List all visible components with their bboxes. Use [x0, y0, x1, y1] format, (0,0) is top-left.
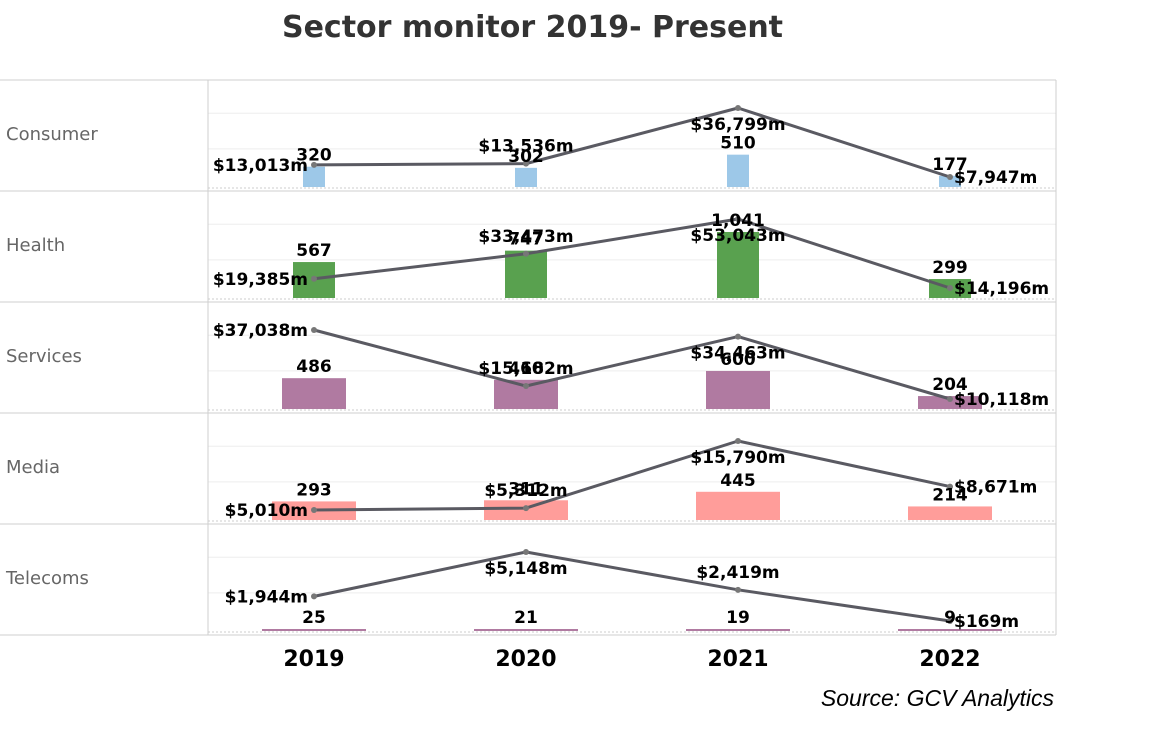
data-point	[523, 160, 529, 167]
bar-value-label: 25	[302, 608, 326, 628]
amount-label: $37,038m	[213, 321, 308, 341]
bar-value-label: 302	[508, 147, 544, 167]
bar-value-label: 204	[932, 375, 968, 395]
amount-label: $169m	[954, 612, 1019, 632]
amount-label: $36,799m	[690, 115, 785, 135]
data-point	[311, 593, 317, 600]
bar-value-label: 600	[720, 350, 756, 370]
data-point	[947, 396, 953, 402]
x-tick-label: 2019	[283, 647, 344, 672]
bar	[282, 378, 346, 409]
amount-label: $13,536m	[478, 137, 573, 157]
amount-label: $1,944m	[225, 587, 308, 607]
bar	[939, 175, 961, 187]
series-line	[313, 106, 951, 179]
series-line	[313, 217, 951, 290]
bar	[686, 629, 790, 631]
series-line	[313, 439, 951, 512]
bar-value-label: 510	[720, 134, 756, 154]
bar-value-label: 19	[726, 608, 750, 628]
amount-label: $13,013m	[213, 156, 308, 176]
bar-value-label: 9	[944, 608, 956, 628]
bar	[706, 370, 770, 409]
bar-value-label: 320	[296, 146, 332, 166]
amount-label: $53,043m	[690, 226, 785, 246]
bar	[717, 232, 759, 298]
data-point	[735, 105, 741, 111]
amount-label: $8,671m	[954, 478, 1037, 498]
bar-value-label: 299	[932, 258, 968, 278]
sector-label: Health	[6, 235, 65, 256]
data-point	[311, 327, 317, 333]
bar-value-label: 445	[720, 471, 756, 491]
data-point	[735, 586, 741, 593]
sector-label: Consumer	[6, 124, 98, 145]
bar-value-label: 293	[296, 480, 332, 500]
bar	[908, 506, 992, 520]
data-point	[947, 174, 953, 180]
data-point	[311, 161, 317, 168]
bar	[696, 491, 780, 520]
amount-label: $19,385m	[213, 270, 308, 290]
x-tick-label: 2021	[707, 647, 768, 672]
bar-value-label: 460	[508, 359, 544, 379]
amount-label: $15,182m	[478, 359, 573, 379]
data-point	[735, 216, 741, 222]
series-line	[313, 550, 951, 623]
data-point	[735, 333, 741, 340]
data-point	[947, 618, 953, 624]
bar	[515, 167, 537, 187]
amount-label: $14,196m	[954, 279, 1049, 299]
x-tick-label: 2020	[495, 647, 556, 672]
data-point	[523, 505, 529, 512]
amount-label: $5,010m	[225, 501, 308, 521]
bar-value-label: 21	[514, 608, 538, 628]
data-point	[311, 275, 317, 282]
data-point	[735, 438, 741, 444]
data-point	[947, 285, 953, 291]
amount-label: $10,118m	[954, 390, 1049, 410]
bar	[262, 629, 366, 631]
amount-label: $34,463m	[690, 344, 785, 364]
data-point	[523, 549, 529, 555]
bar	[474, 629, 578, 631]
amount-label: $5,312m	[484, 481, 567, 501]
bar	[727, 154, 749, 187]
data-point	[311, 507, 317, 513]
bar-value-label: 567	[296, 241, 332, 261]
amount-label: $5,148m	[484, 559, 567, 579]
sector-label: Telecoms	[5, 568, 89, 589]
data-point	[947, 483, 953, 490]
bar-value-label: 747	[508, 230, 544, 250]
data-point	[523, 383, 529, 390]
amount-label: $33,473m	[478, 227, 573, 247]
bar	[303, 166, 325, 187]
data-point	[523, 250, 529, 257]
bar	[898, 629, 1002, 631]
amount-label: $2,419m	[696, 563, 779, 583]
sector-label: Services	[6, 346, 82, 367]
x-tick-label: 2022	[919, 647, 980, 672]
bar-value-label: 486	[296, 357, 332, 377]
bar-value-label: 177	[932, 155, 968, 175]
bar	[505, 250, 547, 298]
bar-value-label: 214	[932, 485, 968, 505]
bar-value-label: 1,041	[711, 211, 765, 231]
series-line	[313, 328, 951, 401]
amount-label: $15,790m	[690, 448, 785, 468]
source-note: Source: GCV Analytics	[820, 685, 1054, 711]
chart-title: Sector monitor 2019- Present	[281, 10, 784, 45]
bar	[918, 396, 982, 409]
amount-label: $7,947m	[954, 168, 1037, 188]
bar-value-label: 311	[508, 479, 544, 499]
sector-label: Media	[6, 457, 60, 478]
